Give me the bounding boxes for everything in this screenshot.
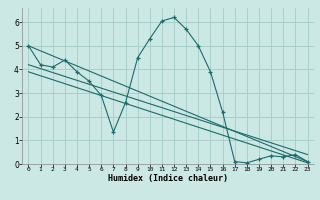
- X-axis label: Humidex (Indice chaleur): Humidex (Indice chaleur): [108, 174, 228, 183]
